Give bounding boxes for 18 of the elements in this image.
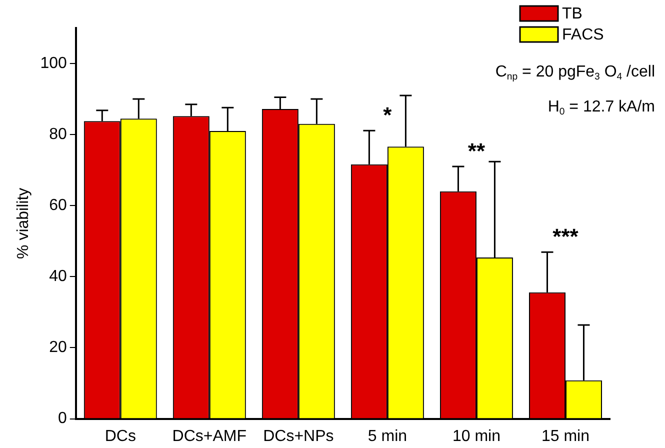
y-tick-label: 20 <box>49 339 67 356</box>
y-tick-label: 40 <box>49 268 67 286</box>
y-tick-label: 60 <box>49 197 67 214</box>
annotation: *** <box>552 224 579 250</box>
y-tick-label: 0 <box>58 410 67 428</box>
y-axis-title: % viability <box>15 188 32 259</box>
x-tick-label: DCs+NPs <box>263 428 334 445</box>
x-tick-label: 5 min <box>368 428 408 445</box>
y-tick-label: 100 <box>40 54 67 72</box>
x-tick-label: 10 min <box>452 428 500 445</box>
y-tick-label: 80 <box>49 126 67 143</box>
x-tick-label: DCs+AMF <box>172 428 247 445</box>
legend-label: FACS <box>562 26 604 44</box>
legend-label: TB <box>562 5 582 22</box>
x-tick-label: DCs <box>104 428 136 445</box>
x-tick-label: 15 min <box>541 428 590 445</box>
annotation: * <box>383 102 392 128</box>
annotation: ** <box>468 138 486 164</box>
